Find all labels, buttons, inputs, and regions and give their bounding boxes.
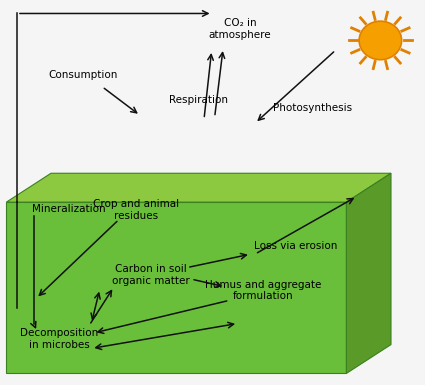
- Text: Loss via erosion: Loss via erosion: [254, 241, 337, 251]
- Polygon shape: [6, 173, 391, 202]
- Polygon shape: [6, 202, 346, 373]
- Text: Carbon in soil
organic matter: Carbon in soil organic matter: [112, 264, 190, 286]
- Text: Humus and aggregate
formulation: Humus and aggregate formulation: [205, 280, 322, 301]
- Text: Mineralization: Mineralization: [32, 204, 105, 214]
- Text: Respiration: Respiration: [170, 95, 228, 105]
- Polygon shape: [346, 173, 391, 373]
- Text: CO₂ in
atmosphere: CO₂ in atmosphere: [209, 18, 272, 40]
- Circle shape: [359, 21, 402, 60]
- Text: Photosynthesis: Photosynthesis: [273, 103, 352, 113]
- Text: Crop and animal
residues: Crop and animal residues: [93, 199, 179, 221]
- Text: Decomposition
in microbes: Decomposition in microbes: [20, 328, 99, 350]
- Text: Consumption: Consumption: [48, 70, 118, 80]
